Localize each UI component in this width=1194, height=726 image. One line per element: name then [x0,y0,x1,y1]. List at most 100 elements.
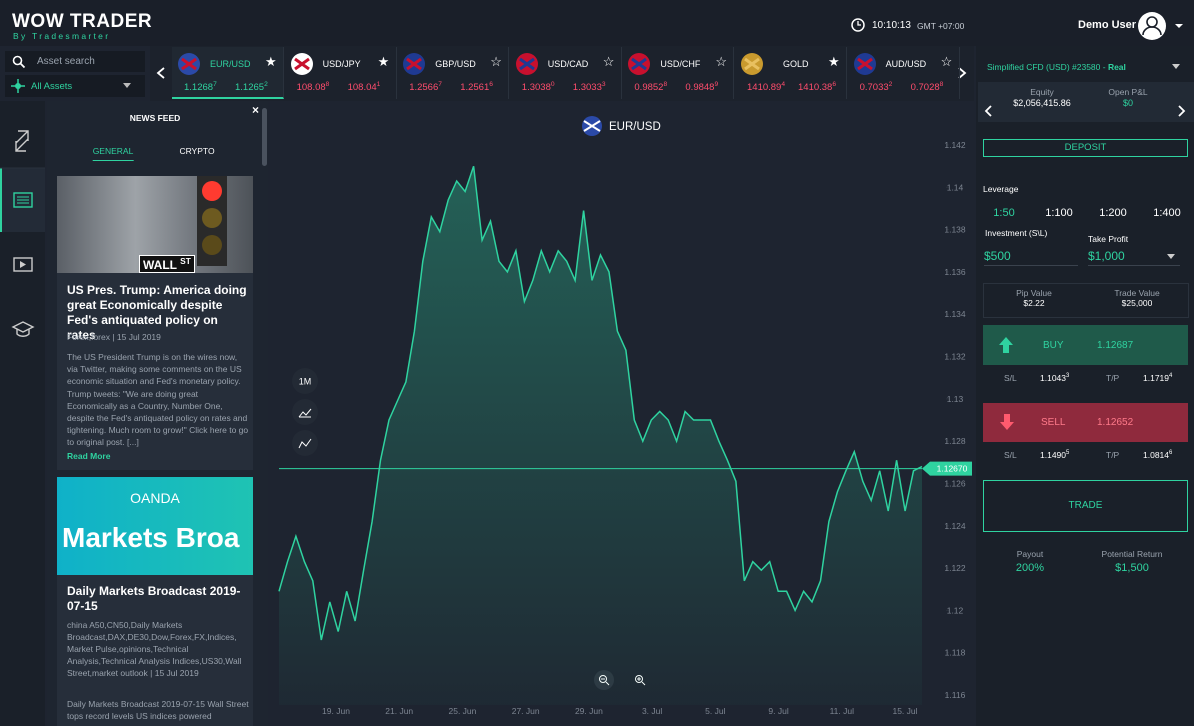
bid-main: 0.7033 [859,82,889,94]
trade-value: $25,000 [1121,298,1153,308]
news-title: NEWS FEED [129,113,181,123]
pnl-value: $0 [1122,98,1134,108]
ticker-ask: 1.25616 [460,81,493,93]
ticker[interactable]: USD/CHF ☆ 0.98528 0.98489 [622,47,735,99]
buy-price: 1.12687 [1097,340,1134,351]
user-name[interactable]: Demo User [1078,19,1137,31]
pnl-label: Open P&L [1108,87,1148,97]
close-news[interactable]: × [252,103,260,117]
ticker[interactable]: USD/JPY ★ 108.088 108.041 [285,47,397,99]
take-profit-caret[interactable] [1165,252,1177,262]
favorite-star[interactable]: ★ [265,54,277,69]
y-tick-label: 1.126 [944,478,966,488]
search-box[interactable] [5,51,145,72]
leverage-option[interactable]: 1:100 [1045,207,1073,219]
buy-button[interactable] [983,325,1188,365]
ask-pip: 6 [832,81,837,88]
article-title[interactable]: US Pres. Trump: America doing great Econ… [67,283,247,342]
flag-icon [741,53,763,75]
read-more[interactable]: Read More [67,451,111,461]
ticker-name: AUD/USD [885,59,927,69]
ticker-prev[interactable] [155,66,167,80]
tab-crypto[interactable]: CRYPTO [179,146,215,156]
ask-main: 0.7028 [910,82,940,94]
image-brand: OANDA [130,490,180,506]
x-tick-label: 25. Jun [448,706,476,716]
flag-icon [515,53,538,75]
favorite-star[interactable]: ★ [828,54,840,69]
logo: WOW TRADER [12,11,153,32]
news-image: OANDA Markets Broa [57,477,253,575]
chart-type-icon [298,408,312,418]
ticker-bid: 0.70332 [860,81,893,93]
ticker-next[interactable] [956,66,968,80]
equity-value: $2,056,415.86 [1013,98,1071,108]
flag-mark [856,57,873,71]
equity-label: Equity [1030,87,1054,97]
scrollbar[interactable] [262,108,267,166]
return-value: $1,500 [1115,562,1149,574]
flag-icon [403,53,426,75]
payout-label: Payout [1016,549,1044,559]
investment-input[interactable]: $500 [984,249,1078,266]
trade-button[interactable]: TRADE [983,480,1188,532]
bid-pip: 8 [325,81,330,88]
pip-box [983,283,1189,318]
flag-mark [518,57,535,71]
ticker[interactable]: GBP/USD ☆ 1.25667 1.25616 [397,47,510,99]
buy-label: BUY [1043,340,1064,351]
leverage-label: Leverage [983,184,1019,194]
flag-icon [178,53,200,75]
tab-general[interactable]: GENERAL [92,146,134,161]
timeframe[interactable]: 1M [299,377,312,387]
ticker-strip [150,46,974,101]
header [0,0,1194,46]
y-tick-label: 1.132 [944,352,966,362]
ticker-bid: 0.98528 [634,81,667,93]
ticker-name: GOLD [783,59,809,69]
ticker[interactable]: EUR/USD ★ 1.12687 1.12652 [172,47,284,99]
timeframe-button[interactable] [292,368,318,394]
favorite-star[interactable]: ☆ [602,54,615,69]
favorite-star[interactable]: ☆ [490,54,502,69]
ticker[interactable]: GOLD ★ 1410.894 1410.386 [735,47,847,99]
ticker[interactable]: USD/CAD ☆ 1.30380 1.30333 [510,47,622,99]
equity-arrows[interactable] [983,104,1187,118]
account-type[interactable]: Simplified CFD (USD) #23580 - Real [987,62,1126,72]
tp-value: 1.08146 [1143,450,1172,460]
favorite-star[interactable]: ☆ [940,54,953,69]
account-name: Simplified CFD (USD) #23580 - [987,62,1108,72]
ask-pip: 3 [601,81,606,88]
ticker-ask: 1410.386 [798,81,836,93]
leverage-option[interactable]: 1:400 [1153,207,1181,219]
asset-filter[interactable] [5,75,145,97]
ask-main: 1410.38 [798,82,833,94]
y-tick-label: 1.134 [944,309,966,319]
sell-button[interactable] [983,403,1188,442]
bid-pip: 2 [888,81,893,88]
ticker[interactable]: AUD/USD ☆ 0.70332 0.70288 [848,47,960,99]
ask-main: 1.1265 [235,82,265,94]
indicator-button[interactable] [292,430,318,456]
ask-pip: 6 [489,81,493,88]
account-caret[interactable] [1170,62,1182,72]
article-title[interactable]: Daily Markets Broadcast 2019-07-15 [67,584,241,613]
ticker-name: USD/JPY [322,59,361,69]
leverage-option[interactable]: 1:50 [993,207,1015,219]
take-profit-input[interactable]: $1,000 [1088,249,1180,266]
deposit-button[interactable]: DEPOSIT [983,139,1188,157]
rail-icons[interactable] [0,101,45,361]
sign-sup: ST [180,256,191,266]
timezone: GMT +07:00 [917,21,965,31]
avatar[interactable] [1136,10,1186,42]
price-line [278,165,923,641]
pip-value: $2.22 [1023,298,1045,308]
chart-type-button[interactable] [292,399,318,425]
leverage-option[interactable]: 1:200 [1099,207,1127,219]
y-tick-label: 1.14 [947,182,964,192]
favorite-star[interactable]: ★ [377,54,390,69]
ticker-name: USD/CHF [660,59,701,69]
current-price-label: 1.12670 [937,464,968,474]
chart-flag [583,120,601,132]
favorite-star[interactable]: ☆ [715,54,728,69]
